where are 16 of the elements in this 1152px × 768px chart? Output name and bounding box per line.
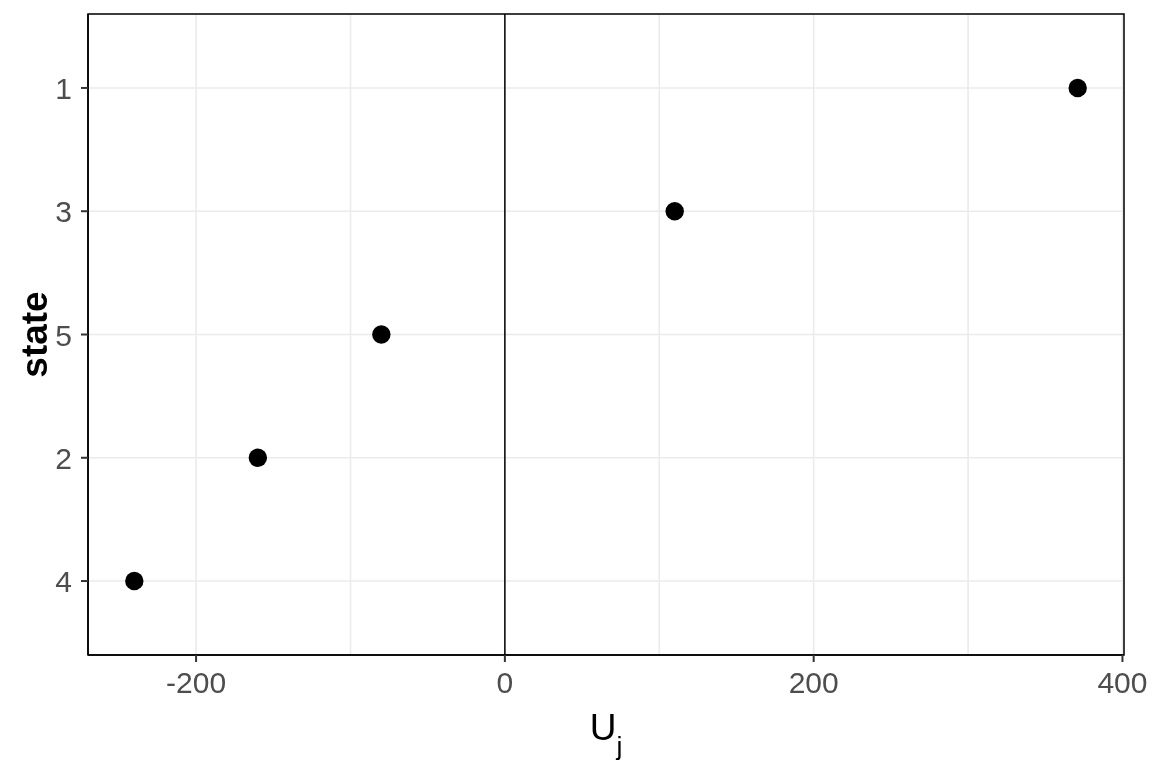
x-tick-label: 200 xyxy=(788,666,839,699)
point xyxy=(1068,78,1087,98)
x-axis-title: U$_{j}$ xyxy=(589,707,623,761)
x-tick-label: 0 xyxy=(496,666,514,699)
y-axis-title: state xyxy=(14,291,55,378)
y-tick-label: 2 xyxy=(55,441,72,475)
y-tick-label: 1 xyxy=(55,71,72,105)
x-tick-label: 400 xyxy=(1097,666,1148,699)
y-tick-label: 5 xyxy=(55,318,72,352)
x-tick-label: -200 xyxy=(166,666,227,699)
point xyxy=(248,448,268,467)
y-tick-label: 4 xyxy=(55,565,72,599)
y-tick-label: 3 xyxy=(55,195,72,229)
point xyxy=(125,571,144,591)
point xyxy=(665,202,684,221)
point xyxy=(372,325,391,344)
